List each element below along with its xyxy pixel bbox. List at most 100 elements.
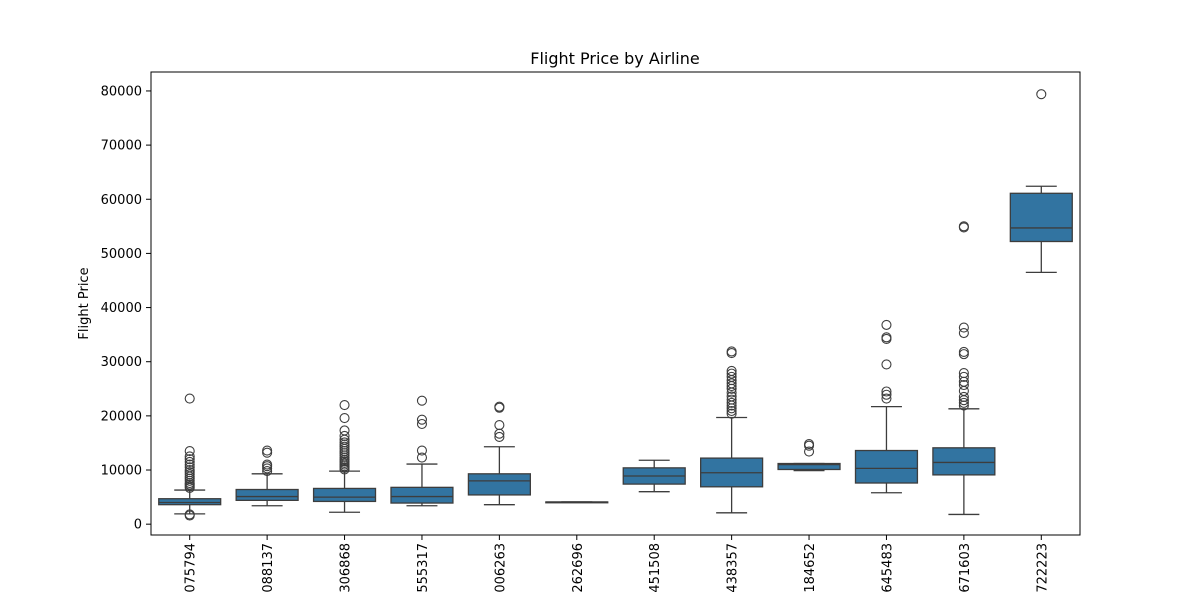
y-tick-label: 70000 <box>101 139 142 154</box>
box-iqr <box>235 488 299 501</box>
x-tick-label: 006263 <box>493 543 508 593</box>
outlier-point <box>726 346 737 357</box>
x-tick-label: 306868 <box>339 543 354 593</box>
y-tick-label: 10000 <box>101 464 142 479</box>
outlier-point <box>339 412 350 424</box>
outlier-point <box>726 378 737 389</box>
box-iqr <box>312 487 377 503</box>
outlier-point <box>262 466 273 477</box>
outlier-point <box>262 447 273 458</box>
outlier-point <box>416 452 428 463</box>
outlier-point <box>726 365 737 376</box>
x-tick-label: 184652 <box>803 543 818 593</box>
outlier-point <box>184 462 195 473</box>
box-iqr <box>777 462 841 471</box>
outlier-point <box>262 445 273 456</box>
plot-area <box>158 89 1073 521</box>
x-tick-label: 262696 <box>571 543 586 593</box>
plot-frame <box>150 71 1081 536</box>
outlier-point <box>184 464 195 476</box>
box-iqr <box>932 447 996 476</box>
y-tick-label: 60000 <box>101 193 142 208</box>
outlier-point <box>726 397 737 408</box>
box-group <box>622 459 686 493</box>
box-iqr <box>390 486 454 504</box>
outlier-point <box>726 368 737 379</box>
outlier-point <box>881 319 892 330</box>
outlier-point <box>184 456 195 467</box>
box-group <box>467 401 531 506</box>
outlier-point <box>958 379 969 391</box>
outlier-point <box>184 451 195 462</box>
outlier-point <box>184 393 195 404</box>
outlier-point <box>958 322 969 333</box>
x-tick-label: 671603 <box>958 543 973 593</box>
outlier-point <box>726 371 737 382</box>
x-tick-label: 088137 <box>261 543 276 593</box>
outlier-point <box>958 346 969 358</box>
outlier-point <box>958 371 969 382</box>
x-tick-label: 438357 <box>726 543 741 593</box>
box-group <box>700 346 764 514</box>
x-tick-label: 075794 <box>184 543 199 593</box>
x-tick-label: 645483 <box>880 543 895 593</box>
box-iqr <box>1009 192 1073 243</box>
outlier-point <box>726 391 737 402</box>
y-axis-label: Flight Price <box>77 267 92 339</box>
outlier-point <box>339 430 350 441</box>
box-iqr <box>158 498 222 506</box>
outlier-point <box>494 431 505 443</box>
outlier-point <box>1036 89 1047 100</box>
y-tick-label: 80000 <box>101 84 142 99</box>
box-group <box>545 501 609 504</box>
outlier-point <box>184 509 195 520</box>
box-group <box>854 319 919 494</box>
y-tick-label: 50000 <box>101 247 142 262</box>
box-group <box>312 399 377 513</box>
outlier-point <box>726 408 737 419</box>
y-tick-label: 40000 <box>101 301 142 316</box>
outlier-point <box>339 425 350 436</box>
outlier-point <box>803 438 815 450</box>
outlier-point <box>803 446 815 457</box>
outlier-point <box>881 386 892 397</box>
outlier-point <box>881 359 892 370</box>
outlier-point <box>339 437 350 448</box>
outlier-point <box>262 459 273 470</box>
outlier-point <box>494 420 505 431</box>
outlier-point <box>494 401 505 412</box>
outlier-point <box>958 327 969 339</box>
x-axis: 075794 088137 306868 555317 006263 262696 4515… <box>184 535 1050 593</box>
y-tick-label: 20000 <box>101 409 142 424</box>
outlier-point <box>416 445 428 456</box>
box-group <box>235 445 299 507</box>
outlier-point <box>881 393 892 404</box>
chart-title: Flight Price by Airline <box>530 49 699 68</box>
x-tick-label: 451508 <box>648 543 663 593</box>
outlier-point <box>958 221 969 232</box>
outlier-point <box>958 349 969 360</box>
outlier-point <box>726 405 737 417</box>
outlier-point <box>881 332 892 343</box>
outlier-point <box>339 399 350 411</box>
box-group <box>390 395 454 507</box>
outlier-point <box>184 454 195 465</box>
box-group <box>158 393 222 521</box>
y-axis: 0 10000 20000 30000 40000 50000 60000 70000 8000… <box>101 84 151 533</box>
y-tick-label: 30000 <box>101 355 142 370</box>
y-tick-label: 0 <box>134 518 142 533</box>
x-tick-label: 722223 <box>1035 543 1050 593</box>
outlier-point <box>416 395 428 406</box>
outlier-point <box>184 459 195 470</box>
outlier-point <box>416 414 428 425</box>
outlier-point <box>726 394 737 405</box>
outlier-point <box>416 418 428 430</box>
outlier-point <box>881 389 892 400</box>
x-tick-label: 555317 <box>416 543 431 593</box>
outlier-point <box>958 391 969 402</box>
outlier-point <box>184 446 195 457</box>
box-group <box>932 221 996 516</box>
box-group <box>1009 89 1073 274</box>
outlier-point <box>958 368 969 379</box>
